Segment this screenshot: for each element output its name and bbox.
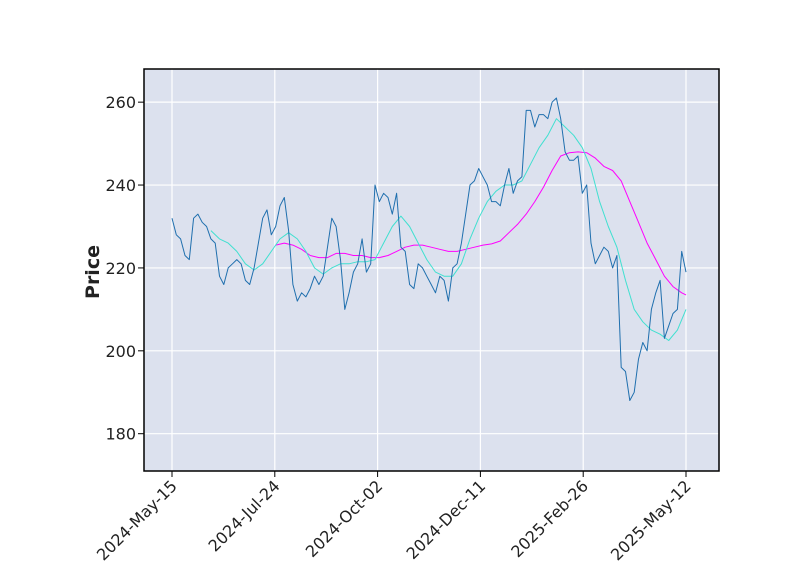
y-tick-label: 220: [105, 259, 136, 278]
x-tick-label: 2024-Oct-02: [302, 476, 387, 561]
x-tick-label: 2024-Dec-11: [403, 476, 490, 563]
x-tick-label: 2024-May-15: [93, 476, 181, 564]
plot-frame: [143, 68, 720, 472]
series-layer: [171, 97, 687, 401]
plot-background: [144, 69, 719, 471]
series-line-price: [171, 97, 687, 401]
series-line-ma-long: [275, 151, 687, 296]
y-tick-label: 200: [105, 342, 136, 361]
y-axis-title: Price: [82, 245, 104, 299]
x-axis: 2024-May-15 2024-Jul-24 2024-Oct-02 2024-De…: [93, 471, 695, 564]
y-tick-label: 240: [105, 176, 136, 195]
y-tick-label: 180: [105, 425, 136, 444]
x-tick-label: 2025-Feb-26: [507, 476, 592, 561]
x-tick-label: 2025-May-12: [607, 476, 695, 564]
y-axis: 180 200 220 240 260: [105, 93, 144, 444]
y-tick-label: 260: [105, 93, 136, 112]
series-line-ma-short: [210, 118, 687, 341]
x-tick-label: 2024-Jul-24: [205, 476, 284, 555]
